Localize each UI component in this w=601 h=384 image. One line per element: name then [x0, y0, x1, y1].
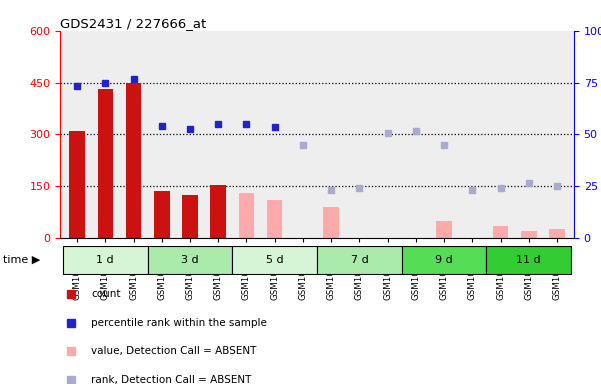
Bar — [154, 191, 169, 238]
Text: count: count — [91, 290, 121, 300]
Text: 3 d: 3 d — [181, 255, 199, 265]
Bar — [436, 221, 452, 238]
Bar — [401, 247, 486, 274]
Bar — [126, 83, 141, 238]
Text: 11 d: 11 d — [516, 255, 541, 265]
Bar — [63, 247, 148, 274]
Bar — [317, 247, 401, 274]
Bar — [521, 231, 537, 238]
Bar — [549, 230, 565, 238]
Text: percentile rank within the sample: percentile rank within the sample — [91, 318, 267, 328]
Bar — [493, 226, 508, 238]
Bar — [210, 184, 226, 238]
Bar — [69, 131, 85, 238]
Text: time ▶: time ▶ — [3, 255, 40, 265]
Bar — [148, 247, 233, 274]
Text: GDS2431 / 227666_at: GDS2431 / 227666_at — [60, 17, 206, 30]
Text: value, Detection Call = ABSENT: value, Detection Call = ABSENT — [91, 346, 257, 356]
Bar — [233, 247, 317, 274]
Text: 1 d: 1 d — [97, 255, 114, 265]
Bar — [486, 247, 571, 274]
Bar — [267, 200, 282, 238]
Text: 9 d: 9 d — [435, 255, 453, 265]
Bar — [239, 193, 254, 238]
Bar — [97, 89, 113, 238]
Bar — [323, 207, 339, 238]
Text: rank, Detection Call = ABSENT: rank, Detection Call = ABSENT — [91, 375, 252, 384]
Text: 5 d: 5 d — [266, 255, 284, 265]
Bar — [182, 195, 198, 238]
Text: 7 d: 7 d — [350, 255, 368, 265]
